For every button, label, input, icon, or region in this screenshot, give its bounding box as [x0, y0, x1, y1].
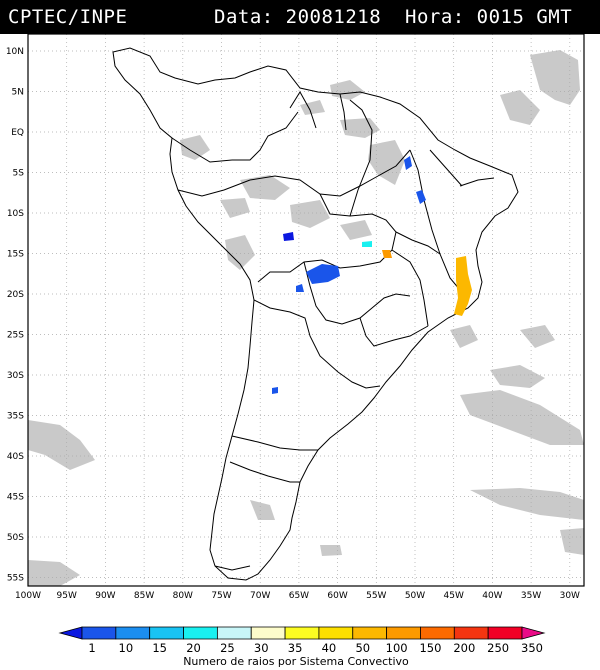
lat-label: 50S [7, 533, 24, 543]
cell-blue-south [272, 387, 278, 394]
cell-cyan [362, 241, 372, 247]
country-borders [112, 47, 519, 581]
colorbar-swatch [386, 626, 421, 640]
colorbar-level-label: 350 [521, 641, 543, 655]
lon-label: 80W [173, 591, 193, 600]
colorbar-level-label: 1 [88, 641, 95, 655]
lon-label: 45W [444, 591, 464, 600]
colorbar-swatch [318, 626, 354, 640]
lon-label: 65W [289, 591, 309, 600]
lat-lon-grid [27, 34, 584, 586]
colorbar-swatch [420, 626, 455, 640]
cell-small-orange [382, 250, 392, 258]
lon-label: 50W [405, 591, 425, 600]
lat-label: 5S [13, 169, 25, 179]
colorbar-swatch [81, 626, 117, 640]
lat-label: 45S [7, 493, 24, 503]
lat-label: 55S [7, 574, 24, 584]
lat-label: 25S [7, 331, 24, 341]
colorbar-level-label: 40 [322, 641, 337, 655]
header-bar: CPTEC/INPE Data: 20081218 Hora: 0015 GMT [0, 0, 600, 34]
lon-label: 70W [250, 591, 270, 600]
lon-label: 75W [211, 591, 231, 600]
colorbar-level-label: 20 [186, 641, 201, 655]
lon-label: 40W [482, 591, 502, 600]
colorbar-level-label: 200 [453, 641, 475, 655]
cloud-cover [28, 50, 584, 586]
cell-blue-north [404, 156, 412, 170]
colorbar-swatch [183, 626, 218, 640]
datetime-label: Data: 20081218 Hora: 0015 GMT [214, 6, 573, 28]
colorbar-level-label: 100 [386, 641, 408, 655]
colorbar-swatch [58, 626, 83, 640]
lat-label: EQ [11, 128, 24, 138]
lat-label: 5N [12, 88, 24, 98]
colorbar-swatch [352, 626, 388, 640]
lat-label: 35S [7, 412, 24, 422]
cell-dark-blue [283, 232, 294, 241]
cell-blue-central [306, 264, 340, 284]
lat-label: 10S [7, 209, 24, 219]
colorbar-swatch [284, 626, 320, 640]
lightning-map: 10N5NEQ5S10S15S20S25S30S35S40S45S50S55S … [6, 33, 585, 600]
lon-label: 95W [57, 591, 77, 600]
lon-label: 60W [327, 591, 347, 600]
colorbar-title: Numero de raios por Sistema Convectivo [183, 655, 409, 668]
colorbar-swatch [453, 626, 489, 640]
colorbar-swatch [149, 626, 184, 640]
lat-label: 40S [7, 452, 24, 462]
lon-label: 35W [521, 591, 541, 600]
lon-label: 90W [95, 591, 115, 600]
colorbar-level-label: 150 [419, 641, 441, 655]
cell-blue-west [296, 284, 304, 292]
lon-label: 100W [15, 591, 41, 600]
colorbar-level-label: 15 [152, 641, 167, 655]
cell-orange-east [454, 256, 472, 316]
convective-cells [272, 156, 472, 394]
latitude-labels: 10N 5N EQ 5S 10S 15S 20S 25S 30S 35S 40S 45S 50S 55S [6, 47, 24, 584]
lat-label: 10N [6, 47, 24, 57]
lat-label: 30S [7, 371, 24, 381]
lat-label: 15S [7, 250, 24, 260]
cell-blue-northeast [416, 190, 426, 204]
lon-label: 30W [560, 591, 580, 600]
colorbar-level-label: 30 [254, 641, 269, 655]
colorbar-swatch [250, 626, 286, 640]
colorbar-level-label: 10 [119, 641, 134, 655]
source-label: CPTEC/INPE [8, 6, 128, 28]
colorbar-swatch [487, 626, 523, 640]
map-frame [27, 33, 585, 587]
lon-label: 85W [134, 591, 154, 600]
lat-label: 20S [7, 290, 24, 300]
colorbar-swatch [115, 626, 151, 640]
colorbar-level-label: 50 [355, 641, 370, 655]
colorbar-boxes [58, 626, 546, 640]
colorbar-level-label: 35 [288, 641, 303, 655]
longitude-labels: 100W 95W 90W 85W 80W 75W 70W 65W 60W 55W 50W 45W 40W… [15, 591, 580, 600]
colorbar-level-label: 25 [220, 641, 235, 655]
colorbar-swatch [216, 626, 252, 640]
colorbar-level-label: 250 [487, 641, 509, 655]
colorbar-swatch [521, 626, 546, 640]
colorbar-labels: 1 10 15 20 25 30 35 40 50 100 150 200 250 350 [88, 641, 543, 655]
lon-label: 55W [366, 591, 386, 600]
